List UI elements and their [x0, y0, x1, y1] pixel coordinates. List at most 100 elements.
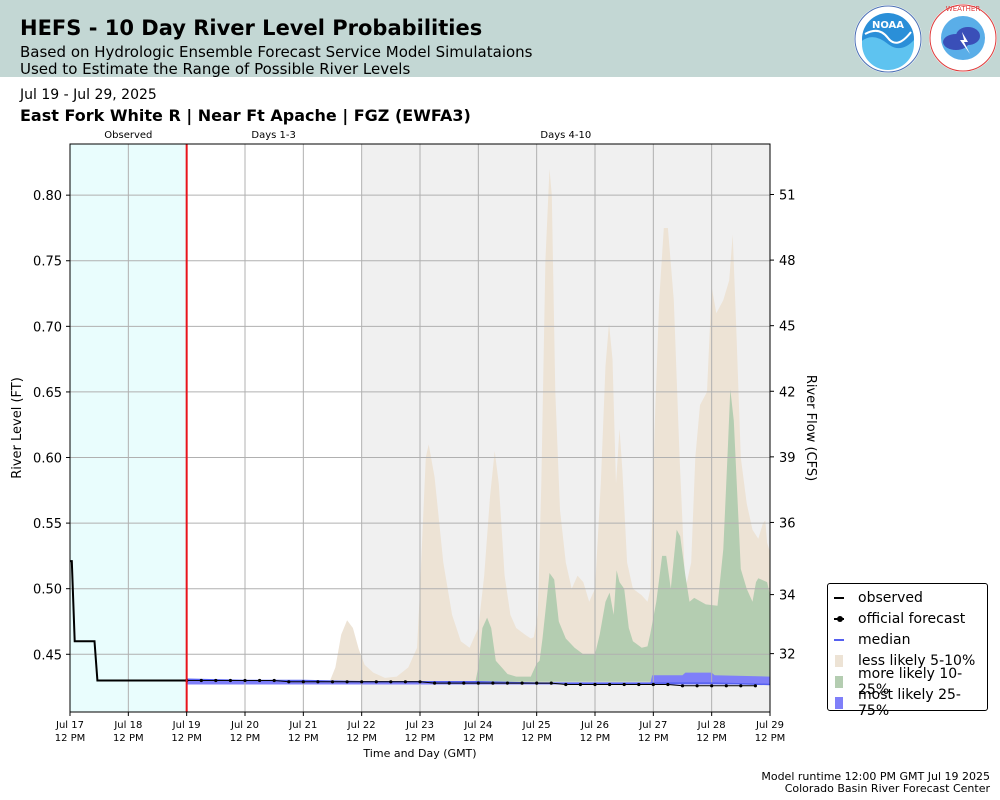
forecast-point-31 [637, 682, 641, 687]
x-tick-sublabel-12: 12 PM [755, 733, 786, 744]
forecast-point-30 [622, 682, 626, 687]
page-subtitle-2: Used to Estimate the Range of Possible R… [20, 60, 411, 78]
forecast-line [186, 680, 756, 687]
legend-swatch-median [834, 634, 848, 646]
legend-item-median: median [834, 629, 987, 650]
observed-line [70, 560, 187, 682]
band-more-likely-10-25 [475, 389, 770, 682]
y-right-tick-label-6: 48 [779, 254, 796, 269]
forecast-point-15 [403, 680, 407, 684]
forecast-point-13 [374, 680, 378, 684]
forecast-point-27 [578, 682, 583, 687]
forecast-point-25 [549, 681, 553, 685]
y-right-tick-label-5: 45 [779, 320, 796, 335]
forecast-center: Colorado Basin River Forecast Center [784, 782, 990, 795]
y-right-tick-label-1: 34 [779, 589, 796, 604]
x-tick-label-12: Jul 29 [755, 720, 784, 731]
forecast-point-19 [462, 681, 466, 685]
forecast-point-3 [228, 678, 232, 683]
y-right-tick-label-7: 51 [779, 189, 796, 204]
forecast-point-34 [680, 684, 685, 688]
x-tick-sublabel-3: 12 PM [230, 733, 261, 744]
x-tick-sublabel-6: 12 PM [405, 733, 436, 744]
forecast-point-28 [593, 682, 597, 687]
x-tick-sublabel-5: 12 PM [346, 733, 377, 744]
x-tick-label-3: Jul 20 [230, 720, 259, 731]
y-tick-label-3: 0.60 [33, 452, 62, 467]
y-right-tick-label-3: 39 [779, 451, 796, 466]
forecast-point-18 [447, 681, 451, 685]
region-label-days-4-10: Days 4-10 [540, 130, 591, 141]
x-tick-sublabel-4: 12 PM [288, 733, 319, 744]
y-tick-label-0: 0.45 [33, 648, 62, 663]
x-tick-sublabel-0: 12 PM [55, 733, 86, 744]
page-subtitle: Based on Hydrologic Ensemble Forecast Se… [20, 43, 533, 61]
legend-swatch-most-likely-25-75 [834, 696, 848, 709]
forecast-point-5 [258, 678, 262, 683]
forecast-point-4 [243, 678, 247, 683]
legend-swatch-observed [834, 592, 848, 604]
x-tick-label-1: Jul 18 [113, 720, 142, 731]
forecast-point-38 [739, 684, 743, 688]
x-tick-label-11: Jul 28 [697, 720, 726, 731]
forecast-point-29 [608, 682, 612, 687]
forecast-point-36 [710, 684, 714, 688]
y-tick-label-6: 0.75 [33, 255, 62, 270]
x-tick-sublabel-7: 12 PM [463, 733, 494, 744]
x-tick-sublabel-2: 12 PM [171, 733, 202, 744]
x-tick-sublabel-1: 12 PM [113, 733, 144, 744]
forecast-point-24 [535, 681, 539, 685]
legend-item-less-likely-5-10: less likely 5-10% [834, 650, 987, 671]
x-tick-sublabel-9: 12 PM [580, 733, 611, 744]
svg-text:NOAA: NOAA [872, 20, 904, 31]
forecast-point-35 [695, 684, 699, 688]
region-label-observed: Observed [104, 130, 152, 141]
forecast-point-17 [433, 681, 437, 685]
legend-label-observed: observed [858, 589, 923, 606]
legend-label-more-likely-10-25: more likely 10-25% [858, 665, 963, 698]
forecast-point-20 [476, 681, 480, 685]
model-runtime: Model runtime 12:00 PM GMT Jul 19 2025 [761, 770, 990, 783]
plot-area [70, 144, 770, 712]
page-title: HEFS - 10 Day River Level Probabilities [20, 16, 483, 40]
forecast-point-14 [389, 680, 393, 684]
y-tick-label-4: 0.65 [33, 386, 62, 401]
forecast-point-23 [520, 681, 524, 685]
x-tick-label-7: Jul 24 [463, 720, 492, 731]
y-right-tick-label-0: 32 [779, 648, 796, 663]
forecast-point-26 [564, 682, 568, 687]
y-tick-label-7: 0.80 [33, 189, 62, 204]
forecast-point-11 [345, 680, 349, 684]
x-tick-sublabel-10: 12 PM [638, 733, 669, 744]
date-range: Jul 19 - Jul 29, 2025 [20, 87, 157, 103]
y-tick-label-1: 0.50 [33, 583, 62, 598]
forecast-point-10 [330, 680, 335, 684]
legend-swatch-official-forecast [834, 613, 848, 625]
forecast-point-2 [214, 678, 218, 683]
station-name: East Fork White R | Near Ft Apache | FGZ… [20, 106, 471, 125]
svg-text:WEATHER: WEATHER [946, 5, 981, 13]
forecast-point-22 [505, 681, 510, 685]
forecast-point-16 [418, 680, 422, 684]
x-tick-label-6: Jul 23 [405, 720, 434, 731]
y-tick-label-2: 0.55 [33, 517, 62, 532]
y-right-tick-label-2: 36 [779, 516, 796, 531]
x-tick-label-9: Jul 26 [580, 720, 609, 731]
forecast-point-21 [491, 681, 495, 685]
legend-label-most-likely-25-75: most likely 25-75% [858, 686, 961, 719]
forecast-point-32 [651, 682, 655, 687]
x-tick-label-8: Jul 25 [522, 720, 551, 731]
forecast-point-39 [753, 684, 758, 688]
x-tick-sublabel-11: 12 PM [696, 733, 727, 744]
x-tick-label-10: Jul 27 [638, 720, 667, 731]
legend-swatch-less-likely-5-10 [834, 654, 848, 667]
x-tick-label-0: Jul 17 [55, 720, 84, 731]
legend-swatch-more-likely-10-25 [834, 675, 848, 688]
y-right-tick-label-4: 42 [779, 385, 796, 400]
region-label-days-1-3: Days 1-3 [251, 130, 295, 141]
legend-label-official-forecast: official forecast [858, 610, 966, 627]
forecast-point-12 [360, 680, 364, 684]
forecast-point-9 [316, 680, 320, 684]
nws-logo: WEATHER [929, 4, 997, 72]
